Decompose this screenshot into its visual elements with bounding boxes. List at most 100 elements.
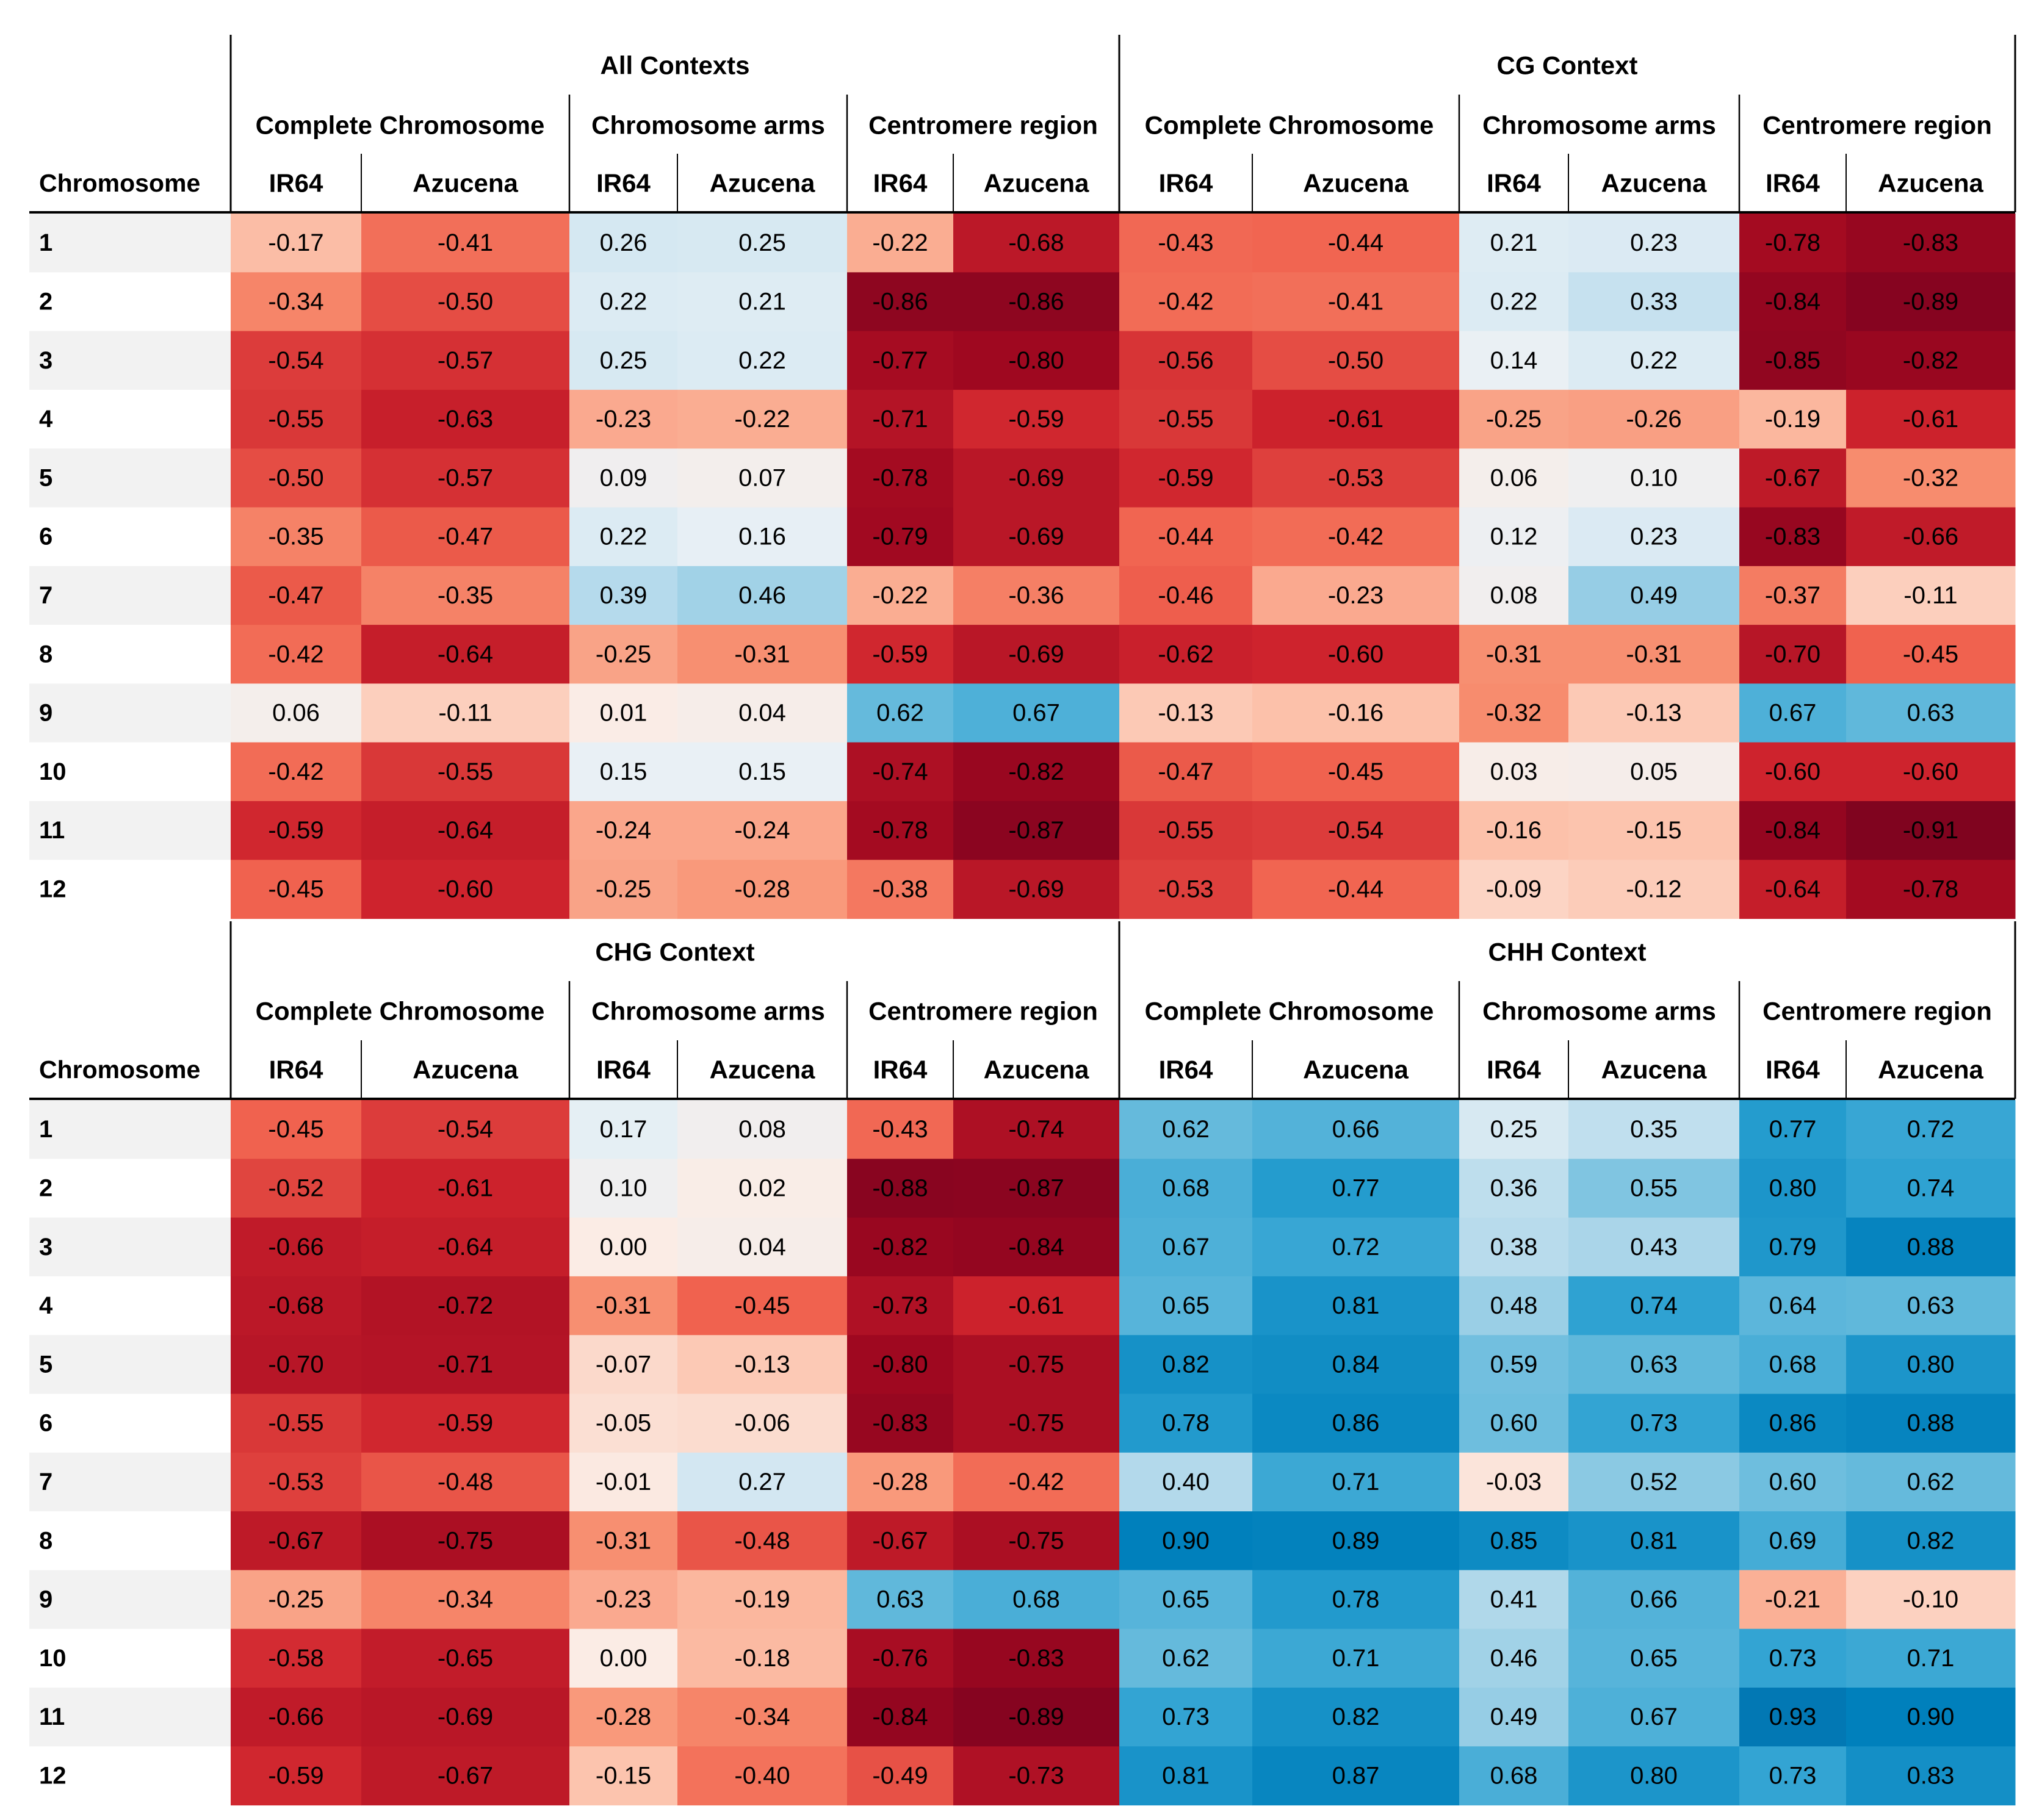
cell-value-label: 0.39 <box>600 582 648 609</box>
cell-value-label: 0.90 <box>1907 1703 1955 1730</box>
cell-value-label: 0.71 <box>1332 1469 1380 1495</box>
row-label-background <box>29 214 231 273</box>
heatmap-cell <box>1846 801 2016 860</box>
heatmap-cell <box>1252 331 1460 390</box>
cell-value-label: 0.80 <box>1630 1762 1678 1789</box>
cell-value-label: -0.41 <box>1328 288 1384 315</box>
heatmap-cell <box>1119 389 1253 449</box>
heatmap-cell <box>1252 1688 1460 1747</box>
cell-value-label: -0.12 <box>1626 876 1681 902</box>
heatmap-cell <box>1568 625 1740 684</box>
heatmap-cell <box>677 214 848 273</box>
cell-value-label: 0.89 <box>1332 1527 1380 1554</box>
cell-value-label: 0.82 <box>1907 1527 1955 1554</box>
heatmap-cell <box>1568 214 1740 273</box>
cell-value-label: -0.45 <box>1328 758 1384 785</box>
heatmap-cell <box>231 1217 362 1277</box>
heatmap-cell <box>231 214 362 273</box>
heatmap-cell <box>847 566 954 625</box>
cultivar-header: Azucena <box>1601 169 1707 198</box>
cell-value-label: -0.86 <box>872 288 928 315</box>
heatmap-cell <box>1846 389 2016 449</box>
cell-value-label: -0.69 <box>1008 523 1064 550</box>
heatmap-cell <box>1846 860 2016 919</box>
cell-value-label: -0.62 <box>1158 641 1213 667</box>
heatmap-cell <box>1739 1746 1847 1806</box>
heatmap-cell <box>231 860 362 919</box>
cell-value-label: 0.63 <box>876 1586 924 1613</box>
cell-value-label: 0.85 <box>1490 1527 1538 1554</box>
cell-value-label: -0.71 <box>438 1351 493 1378</box>
heatmap-cell <box>1739 1159 1847 1218</box>
cell-value-label: 0.78 <box>1162 1410 1210 1437</box>
heatmap-cell <box>677 860 848 919</box>
cell-value-label: -0.05 <box>596 1410 651 1437</box>
heatmap-cell <box>1739 1394 1847 1453</box>
heatmap-cell <box>569 272 678 332</box>
row-label: 12 <box>39 1762 67 1789</box>
cell-value-label: -0.55 <box>268 406 323 433</box>
heatmap-cell <box>569 214 678 273</box>
cell-value-label: -0.64 <box>438 1234 493 1261</box>
cell-value-label: 0.05 <box>1630 758 1678 785</box>
heatmap-cell <box>1459 507 1569 567</box>
cell-value-label: -0.34 <box>734 1703 790 1730</box>
cell-value-label: -0.31 <box>1626 641 1681 667</box>
cell-value-label: 0.23 <box>1630 229 1678 256</box>
cell-value-label: -0.80 <box>872 1351 928 1378</box>
cell-value-label: 0.01 <box>600 700 648 727</box>
cell-value-label: 0.68 <box>1769 1351 1817 1378</box>
cell-value-label: 0.81 <box>1332 1292 1380 1319</box>
cell-value-label: 0.80 <box>1769 1174 1817 1201</box>
heatmap-cell <box>1252 1511 1460 1570</box>
cell-value-label: -0.54 <box>438 1116 493 1143</box>
cell-value-label: 0.82 <box>1162 1351 1210 1378</box>
cell-value-label: -0.78 <box>872 817 928 844</box>
heatmap-cell <box>361 801 570 860</box>
heatmap-cell <box>1739 1628 1847 1688</box>
cell-value-label: -0.25 <box>1486 406 1542 433</box>
heatmap-cell <box>1568 1628 1740 1688</box>
heatmap-cell <box>569 1276 678 1336</box>
cell-value-label: -0.85 <box>1765 347 1820 374</box>
heatmap-cell <box>231 1628 362 1688</box>
cell-value-label: -0.31 <box>596 1292 651 1319</box>
cell-value-label: -0.75 <box>1008 1527 1064 1554</box>
heatmap-cell <box>231 1100 362 1159</box>
cell-value-label: -0.28 <box>872 1469 928 1495</box>
cell-value-label: 0.72 <box>1332 1234 1380 1261</box>
heatmap-cell <box>1568 566 1740 625</box>
heatmap-cell <box>847 1746 954 1806</box>
heatmap-cell <box>677 1570 848 1630</box>
cell-value-label: 0.10 <box>1630 464 1678 491</box>
cultivar-header: IR64 <box>1159 1056 1213 1084</box>
cell-value-label: 0.04 <box>738 700 786 727</box>
cell-value-label: -0.55 <box>438 758 493 785</box>
cell-value-label: 0.02 <box>738 1174 786 1201</box>
heatmap-cell <box>677 331 848 390</box>
cell-value-label: -0.59 <box>872 641 928 667</box>
heatmap-cell <box>1739 1276 1847 1336</box>
heatmap-cell <box>361 1159 570 1218</box>
heatmap-cell <box>847 389 954 449</box>
cell-value-label: -0.28 <box>734 876 790 902</box>
cell-value-label: 0.86 <box>1769 1410 1817 1437</box>
heatmap-cell <box>569 625 678 684</box>
heatmap-cell <box>1846 625 2016 684</box>
cell-value-label: -0.50 <box>268 464 323 491</box>
cell-value-label: -0.03 <box>1486 1469 1542 1495</box>
heatmap-cell <box>677 507 848 567</box>
row-label: 1 <box>39 1116 52 1143</box>
heatmap-cell <box>1252 448 1460 508</box>
cell-value-label: 0.06 <box>1490 464 1538 491</box>
heatmap-cell <box>569 683 678 743</box>
heatmap-cell <box>569 1688 678 1747</box>
cell-value-label: -0.64 <box>438 817 493 844</box>
heatmap-cell <box>1252 625 1460 684</box>
cell-value-label: -0.13 <box>1158 700 1213 727</box>
heatmap-cell <box>1846 1746 2016 1806</box>
cell-value-label: -0.80 <box>1008 347 1064 374</box>
heatmap-cell <box>847 331 954 390</box>
cell-value-label: -0.65 <box>438 1645 493 1672</box>
